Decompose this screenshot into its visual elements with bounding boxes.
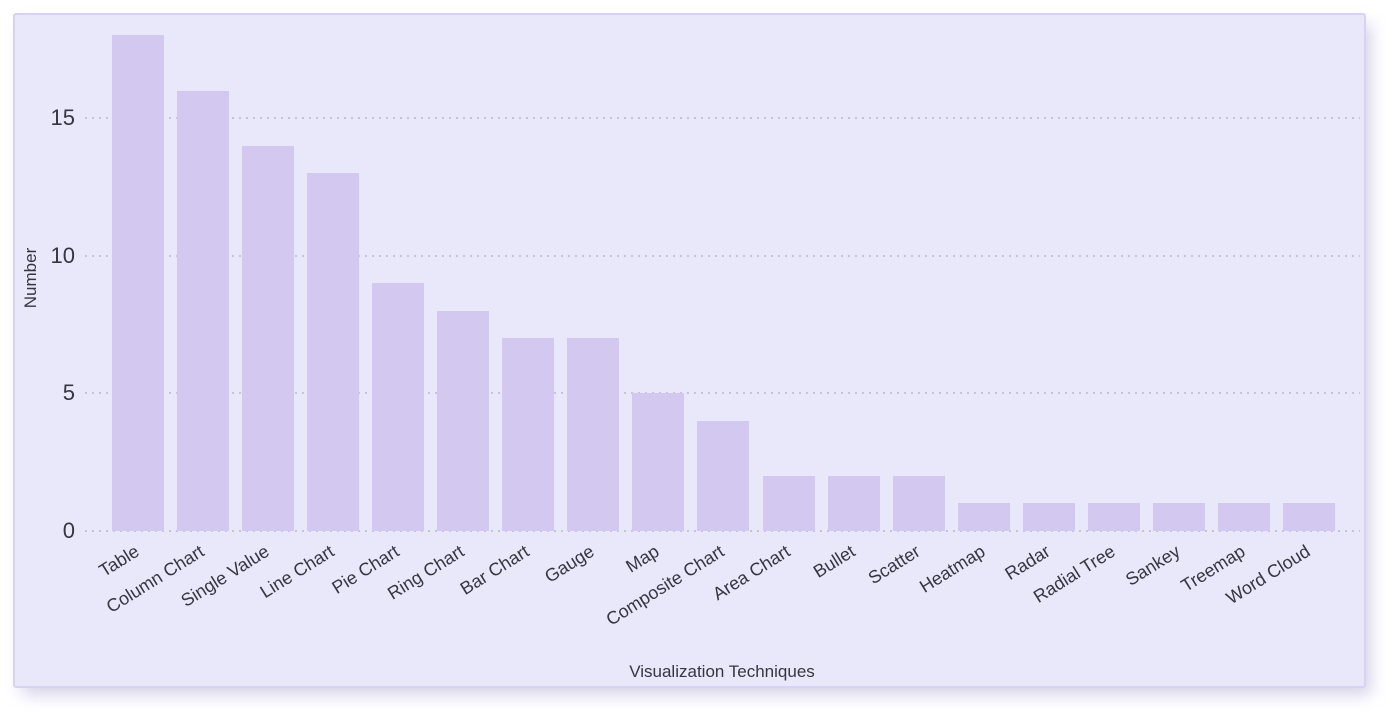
gridline: [85, 254, 1360, 257]
bar-gauge[interactable]: [567, 338, 620, 531]
gridlines-layer: [15, 15, 1364, 686]
bar-single-value[interactable]: [242, 145, 295, 531]
bar-bullet[interactable]: [827, 475, 880, 531]
gridline: [85, 117, 1360, 120]
bar-table[interactable]: [112, 35, 164, 531]
bar-word-cloud[interactable]: [1282, 503, 1335, 531]
y-tick-label: 5: [62, 380, 75, 406]
bar-bar-chart[interactable]: [502, 338, 555, 531]
gridline: [85, 392, 1360, 395]
bar-pie-chart[interactable]: [372, 283, 425, 531]
bar-radial-tree[interactable]: [1087, 503, 1140, 531]
bar-sankey[interactable]: [1152, 503, 1205, 531]
bar-map[interactable]: [632, 393, 685, 531]
y-tick-label: 15: [50, 105, 75, 131]
bar-heatmap[interactable]: [957, 503, 1010, 531]
bar-column-chart[interactable]: [177, 90, 230, 531]
bar-area-chart[interactable]: [762, 475, 815, 531]
x-axis-title: Visualization Techniques: [629, 662, 815, 681]
y-tick-label: 0: [62, 518, 75, 543]
bar-treemap[interactable]: [1217, 503, 1270, 531]
y-tick-labels-layer: 0 5 10 15: [15, 15, 1364, 686]
bar-radar[interactable]: [1022, 503, 1075, 531]
x-tick-labels-layer: Table Column Chart Single Value Line Chart P…: [15, 15, 1364, 686]
bar-line-chart[interactable]: [307, 173, 360, 531]
bar-ring-chart[interactable]: [437, 310, 490, 531]
bars-layer: [15, 15, 1364, 686]
x-axis-baseline: [85, 530, 1360, 532]
bar-chart-card: 0 5 10 15 Table Column Chart Single Value Line…: [13, 13, 1366, 688]
bar-composite-chart[interactable]: [697, 420, 750, 531]
y-tick-label: 10: [50, 242, 75, 268]
bar-scatter[interactable]: [892, 475, 945, 531]
y-axis-title: Number: [21, 247, 40, 309]
